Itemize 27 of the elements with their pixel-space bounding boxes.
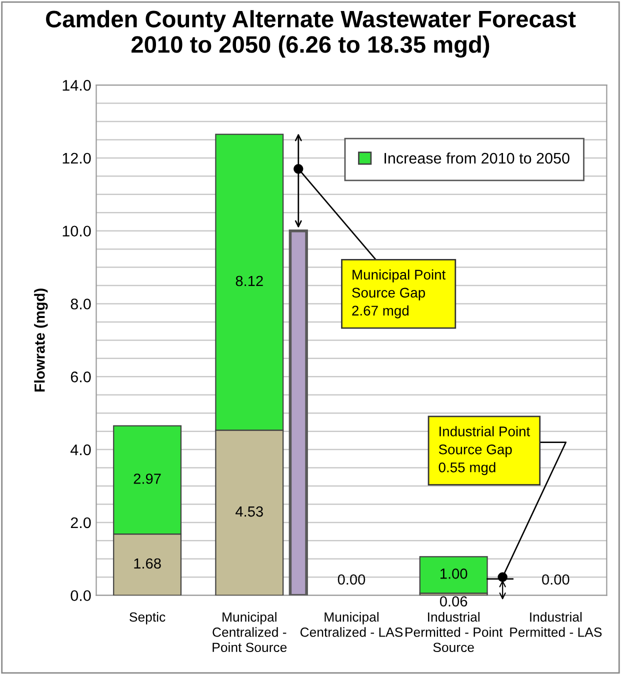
- y-tick-label: 6.0: [70, 372, 91, 382]
- y-tick-label: 2.0: [70, 517, 91, 528]
- data-label: 2.97: [134, 474, 161, 484]
- data-label: 1.68: [134, 558, 161, 569]
- data-label: 8.12: [236, 276, 263, 286]
- x-tick-label: Municipal Centralized - Point Source: [212, 612, 287, 652]
- chart-title: Camden County Alternate Wastewater Forecast 2010 to 2050 (6.26 to 18.35 mgd): [46, 10, 576, 58]
- data-label: 1.00: [440, 568, 468, 579]
- annotation: Industrial Point Source Gap 0.55 mgd: [438, 426, 530, 476]
- y-tick-label: 4.0: [70, 444, 91, 456]
- annotation: Municipal Point Source Gap 2.67 mgd: [352, 269, 446, 318]
- x-tick-label: Municipal Centralized - LAS: [300, 612, 403, 637]
- y-tick-label: 14.0: [62, 80, 91, 91]
- y-tick-label: 10.0: [62, 226, 91, 237]
- x-tick-label: Industrial Permitted - LAS: [510, 612, 602, 637]
- data-label: 0.00: [542, 574, 570, 585]
- data-label: 0.00: [338, 574, 366, 585]
- data-label: 4.53: [236, 506, 263, 517]
- y-tick-label: 8.0: [70, 298, 91, 310]
- legend-label: Increase from 2010 to 2050: [384, 152, 570, 164]
- x-tick-label: Septic: [130, 612, 166, 624]
- data-label: 0.06: [440, 596, 468, 607]
- y-tick-label: 12.0: [62, 152, 91, 164]
- y-axis-title: Flowrate (mgd): [34, 288, 48, 392]
- bar: [419, 556, 488, 594]
- x-tick-label: Industrial Permitted - Point Source: [406, 612, 503, 652]
- y-tick-label: 0.0: [70, 590, 91, 602]
